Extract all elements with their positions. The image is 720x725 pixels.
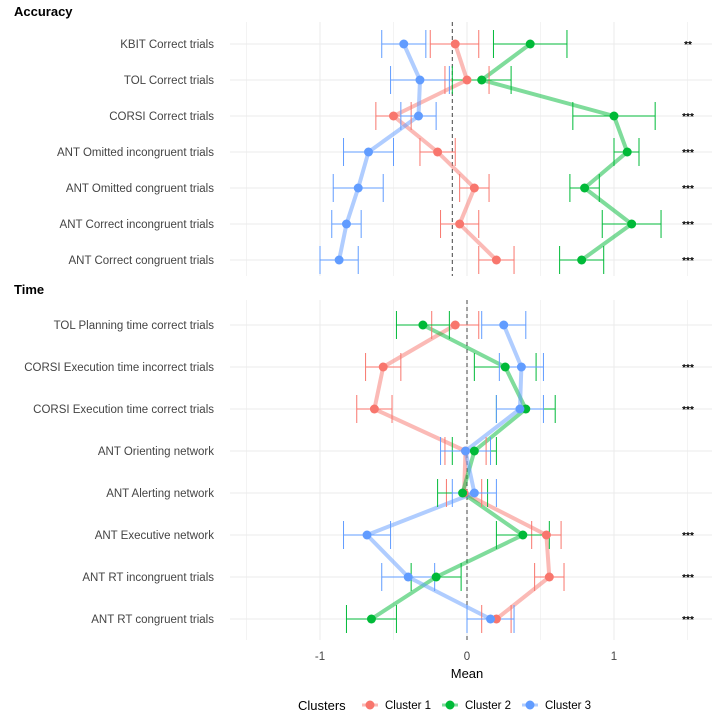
data-point	[486, 614, 496, 624]
data-point	[500, 362, 510, 372]
category-label: ANT Omitted congruent trials	[66, 183, 214, 195]
data-point	[415, 75, 425, 85]
data-point	[413, 111, 423, 121]
x-tick-label: -1	[315, 651, 325, 663]
significance-marker: ***	[682, 112, 694, 123]
data-point	[369, 404, 379, 414]
data-point	[433, 147, 443, 157]
category-label: ANT Correct incongruent trials	[60, 219, 215, 231]
data-point	[462, 75, 472, 85]
data-point	[455, 219, 465, 229]
data-point	[450, 320, 460, 330]
category-label: ANT RT incongruent trials	[82, 572, 214, 584]
legend-entry-label: Cluster 3	[545, 700, 591, 712]
data-point	[461, 446, 471, 456]
significance-marker: ***	[682, 363, 694, 374]
significance-marker: ***	[682, 220, 694, 231]
data-point	[580, 183, 590, 193]
category-label: CORSI Execution time correct trials	[33, 404, 214, 416]
significance-marker: ***	[682, 148, 694, 159]
category-label: CORSI Correct trials	[109, 111, 214, 123]
data-point	[627, 219, 637, 229]
legend-key-point	[445, 700, 455, 710]
legend-entry-label: Cluster 2	[465, 700, 511, 712]
category-label: CORSI Execution time incorrect trials	[24, 362, 214, 374]
data-point	[622, 147, 632, 157]
legend-key-point	[365, 700, 375, 710]
data-point	[541, 530, 551, 540]
legend-key-point	[525, 700, 535, 710]
legend: Clusters Cluster 1 Cluster 2 Cluster 3	[298, 698, 591, 713]
data-point	[469, 183, 479, 193]
category-label: TOL Correct trials	[124, 75, 214, 87]
x-tick-label: 0	[464, 651, 470, 663]
panel-title: Time	[14, 282, 44, 297]
data-point	[458, 488, 468, 498]
panel-title: Accuracy	[14, 4, 73, 19]
significance-marker: ***	[682, 184, 694, 195]
data-point	[362, 530, 372, 540]
panel-accuracy: Accuracy KBIT Correct trials TOL Correct t…	[14, 4, 712, 276]
data-point	[403, 572, 413, 582]
category-label: ANT Alerting network	[106, 488, 214, 500]
category-label: ANT RT congruent trials	[91, 614, 214, 626]
data-point	[518, 530, 528, 540]
significance-marker: ***	[682, 573, 694, 584]
x-axis-label: Mean	[451, 666, 484, 681]
significance-marker: ***	[682, 256, 694, 267]
data-point	[516, 362, 526, 372]
data-point	[609, 111, 619, 121]
series-line	[372, 323, 552, 621]
data-point	[491, 255, 501, 265]
panel-time: Time TOL Planning time correct trials CORS…	[14, 282, 712, 640]
data-point	[469, 488, 479, 498]
data-point	[378, 362, 388, 372]
data-point	[431, 572, 441, 582]
data-point	[366, 614, 376, 624]
legend-entry-label: Cluster 1	[385, 700, 431, 712]
data-point	[577, 255, 587, 265]
legend-title: Clusters	[298, 698, 346, 713]
data-point	[469, 446, 479, 456]
data-point	[364, 147, 374, 157]
data-point	[353, 183, 363, 193]
significance-marker: ***	[682, 531, 694, 542]
data-point	[341, 219, 351, 229]
significance-marker: **	[684, 40, 692, 51]
significance-marker: ***	[682, 405, 694, 416]
category-label: TOL Planning time correct trials	[54, 320, 215, 332]
data-point	[418, 320, 428, 330]
series-line	[365, 323, 524, 621]
category-label: ANT Orienting network	[98, 446, 214, 458]
category-label: ANT Executive network	[95, 530, 215, 542]
data-point	[399, 39, 409, 49]
data-point	[544, 572, 554, 582]
data-point	[515, 404, 525, 414]
data-point	[525, 39, 535, 49]
category-label: KBIT Correct trials	[120, 39, 214, 51]
x-tick-label: 1	[611, 651, 617, 663]
data-point	[499, 320, 509, 330]
data-point	[477, 75, 487, 85]
significance-marker: ***	[682, 615, 694, 626]
data-point	[334, 255, 344, 265]
data-point	[450, 39, 460, 49]
category-label: ANT Correct congruent trials	[68, 255, 214, 267]
category-label: ANT Omitted incongruent trials	[57, 147, 214, 159]
data-point	[389, 111, 398, 121]
